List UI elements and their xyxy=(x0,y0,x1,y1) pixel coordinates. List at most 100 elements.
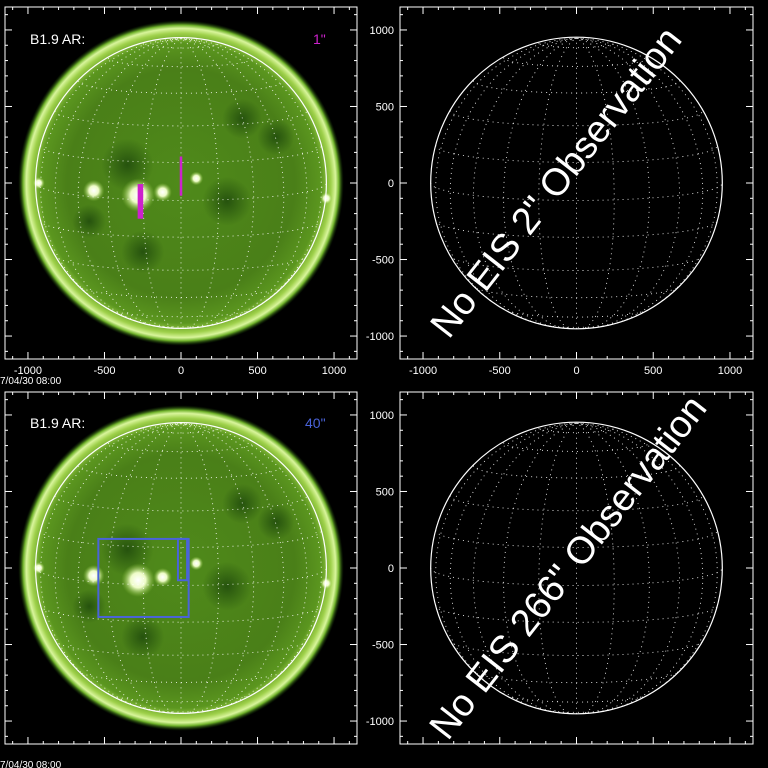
longitude-line xyxy=(40,38,182,320)
y-tick-label: -1000 xyxy=(366,716,394,728)
active-region xyxy=(83,179,105,202)
coronal-hole xyxy=(72,204,107,239)
panel-euv-image-bottom xyxy=(4,391,358,745)
solar-limb xyxy=(35,422,327,714)
x-tick-label: -500 xyxy=(489,365,511,377)
longitude-line xyxy=(180,423,322,705)
coronal-hole xyxy=(222,483,263,524)
axis-ticks xyxy=(400,7,753,359)
x-tick-label: 1000 xyxy=(718,365,742,377)
heliographic-grid xyxy=(35,423,327,714)
latitude-line xyxy=(40,220,322,238)
panel-eis-2arcsec: -1000 -500 0 500 1000 -1000 -500 0 500 1000 xyxy=(366,6,754,377)
y-tick-label: 500 xyxy=(376,486,394,498)
longitude-line xyxy=(107,38,182,329)
axis-ticks xyxy=(5,392,357,744)
y-tick-label: -500 xyxy=(372,640,394,652)
active-region xyxy=(189,556,204,571)
coronal-hole xyxy=(121,230,165,274)
longitude-line xyxy=(180,38,308,327)
latitude-line xyxy=(430,182,723,201)
timestamp-bottom: 7/04/30 08:00 xyxy=(0,760,62,768)
panel-euv-image-top: -1000 -500 0 500 1000 xyxy=(4,6,358,377)
axis-ticks xyxy=(5,7,357,359)
x-tick-label: -1000 xyxy=(409,365,437,377)
latitude-line xyxy=(40,605,322,623)
x-tick-label: -1000 xyxy=(14,365,42,377)
coronal-hole xyxy=(257,503,295,541)
longitude-line xyxy=(40,423,182,705)
active-region xyxy=(189,171,204,186)
active-region xyxy=(153,568,172,587)
scale-label-bottom-left: 40" xyxy=(305,415,326,431)
longitude-line xyxy=(576,422,650,714)
longitude-line xyxy=(180,38,255,329)
scale-label-top-left: 1" xyxy=(313,31,326,47)
longitude-line xyxy=(54,38,182,327)
eis-slit-2 xyxy=(179,156,183,196)
longitude-line xyxy=(180,423,285,713)
panel-label-bottom-left: B1.9 AR: xyxy=(30,415,85,431)
x-tick-label: 500 xyxy=(248,365,266,377)
latitude-line xyxy=(472,285,681,299)
coronal-hole xyxy=(72,589,107,624)
longitude-line xyxy=(180,38,322,320)
y-tick-label: 0 xyxy=(388,563,394,575)
y-tick-label: 0 xyxy=(388,178,394,190)
no-observation-message-top: No EIS 2" Observation xyxy=(423,20,691,346)
eis-raster-box xyxy=(97,537,190,618)
active-region xyxy=(32,176,45,190)
latitude-line xyxy=(538,43,615,49)
x-tick-label: 1000 xyxy=(322,365,346,377)
active-region xyxy=(32,561,45,575)
latitude-line xyxy=(40,530,322,548)
coronal-hole xyxy=(202,561,252,611)
axis-ticks xyxy=(400,392,753,744)
eis-slit-1 xyxy=(137,184,144,219)
longitude-line xyxy=(180,423,255,714)
latitude-line xyxy=(503,693,650,703)
latitude-line xyxy=(472,670,681,684)
latitude-line xyxy=(503,442,650,452)
longitude-line xyxy=(77,423,182,713)
y-tick-label: 1000 xyxy=(370,410,394,422)
coronal-hole xyxy=(222,98,263,139)
coronal-hole xyxy=(121,615,165,659)
longitude-line xyxy=(54,423,182,712)
latitude-line xyxy=(430,567,723,586)
active-region xyxy=(153,183,172,202)
longitude-line xyxy=(180,38,285,328)
longitude-line xyxy=(503,37,577,329)
x-tick-label: 500 xyxy=(644,365,662,377)
longitude-line xyxy=(503,422,577,714)
longitude-line xyxy=(107,423,182,714)
timestamp-top: 7/04/30 08:00 xyxy=(0,376,62,387)
active-region xyxy=(83,564,105,587)
no-observation-message-bottom: No EIS 266" Observation xyxy=(422,388,716,747)
solar-limb xyxy=(35,37,327,329)
solar-limb xyxy=(430,36,723,330)
coronal-hole xyxy=(257,118,295,156)
panel-label-top-left: B1.9 AR: xyxy=(30,31,85,47)
longitude-line xyxy=(77,38,182,328)
y-tick-label: 1000 xyxy=(370,25,394,37)
latitude-line xyxy=(503,308,650,318)
active-region xyxy=(121,563,155,598)
coronal-hole xyxy=(202,176,252,226)
y-tick-label: -1000 xyxy=(366,331,394,343)
active-region xyxy=(320,192,333,205)
heliographic-grid xyxy=(35,38,327,329)
coronal-hole xyxy=(101,523,154,576)
active-region xyxy=(320,577,333,590)
x-tick-label: -500 xyxy=(93,365,115,377)
eis-slot-box xyxy=(176,537,189,582)
latitude-line xyxy=(40,145,322,163)
latitude-line xyxy=(538,428,615,434)
panel-eis-266arcsec: -1000 -500 0 500 1000 xyxy=(366,391,754,745)
x-tick-label: 0 xyxy=(178,365,184,377)
longitude-line xyxy=(576,37,650,329)
y-tick-label: -500 xyxy=(372,255,394,267)
y-tick-label: 500 xyxy=(376,101,394,113)
coronal-hole xyxy=(101,138,154,191)
